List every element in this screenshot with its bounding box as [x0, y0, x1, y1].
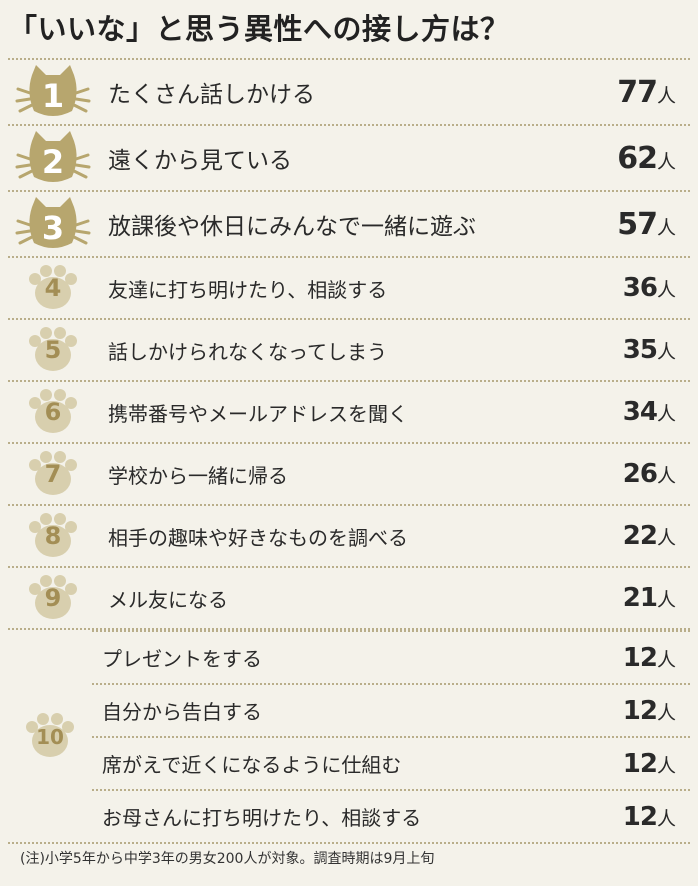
- count-unit: 人: [656, 648, 676, 671]
- count-unit: 人: [656, 403, 676, 425]
- svg-text:8: 8: [45, 522, 62, 550]
- count-number: 12: [622, 801, 658, 832]
- ranking-row-10: 自分から告白する 12人: [92, 683, 690, 736]
- cat-rank-icon: 1: [8, 60, 98, 124]
- count-unit: 人: [656, 754, 676, 777]
- count: 12人: [600, 696, 690, 726]
- ranking-row-5: 5 話しかけられなくなってしまう 35人: [8, 318, 690, 380]
- count-unit: 人: [656, 84, 676, 107]
- ranking-row-1: 1 たくさん話しかける 77人: [8, 58, 690, 124]
- count-unit: 人: [656, 701, 676, 724]
- count: 62人: [600, 141, 690, 176]
- count-number: 22: [622, 521, 658, 551]
- count: 21人: [600, 583, 690, 613]
- count: 35人: [600, 335, 690, 365]
- count-number: 62: [617, 140, 658, 176]
- cat-rank-icon: 2: [8, 126, 98, 190]
- ranking-list: 1 たくさん話しかける 77人 2 遠くから見ている 62人 3 放課後や休日にみん…: [0, 58, 698, 842]
- svg-text:6: 6: [45, 398, 62, 426]
- answer-label: たくさん話しかける: [108, 82, 315, 108]
- count-number: 36: [622, 273, 658, 303]
- svg-text:10: 10: [36, 725, 64, 749]
- ranking-row-3: 3 放課後や休日にみんなで一緒に遊ぶ 57人: [8, 190, 690, 256]
- count-unit: 人: [656, 150, 676, 173]
- answer-label: 遠くから見ている: [108, 148, 292, 174]
- ranking-row-7: 7 学校から一緒に帰る 26人: [8, 442, 690, 504]
- paw-rank-icon: 7: [8, 444, 98, 504]
- count: 57人: [600, 207, 690, 242]
- count-number: 12: [622, 642, 658, 673]
- svg-text:9: 9: [45, 584, 62, 612]
- ranking-row-2: 2 遠くから見ている 62人: [8, 124, 690, 190]
- count-number: 12: [622, 748, 658, 779]
- cat-rank-icon: 3: [8, 192, 98, 256]
- count-number: 26: [622, 459, 658, 489]
- answer-label: 自分から告白する: [102, 700, 262, 724]
- paw-rank-icon: 5: [8, 320, 98, 380]
- count: 26人: [600, 459, 690, 489]
- count-number: 21: [622, 583, 658, 613]
- count: 34人: [600, 397, 690, 427]
- answer-label: 放課後や休日にみんなで一緒に遊ぶ: [108, 214, 476, 240]
- paw-rank-icon: 8: [8, 506, 98, 566]
- answer-label: 友達に打ち明けたり、相談する: [108, 277, 388, 302]
- ranking-row-6: 6 携帯番号やメールアドレスを聞く 34人: [8, 380, 690, 442]
- paw-rank-icon: 9: [8, 568, 98, 628]
- count-number: 34: [622, 397, 658, 427]
- count-number: 57: [617, 206, 658, 242]
- count-unit: 人: [656, 465, 676, 487]
- ranking-row-8: 8 相手の趣味や好きなものを調べる 22人: [8, 504, 690, 566]
- count-unit: 人: [656, 589, 676, 611]
- ranking-row-10: 席がえで近くになるように仕組む 12人: [92, 736, 690, 789]
- ranking-row-9: 9 メル友になる 21人: [8, 566, 690, 628]
- svg-text:1: 1: [42, 77, 64, 115]
- answer-label: 話しかけられなくなってしまう: [108, 339, 387, 364]
- count-unit: 人: [656, 279, 676, 301]
- paw-rank-icon: 10: [8, 630, 92, 842]
- count: 36人: [600, 273, 690, 303]
- answer-label: 相手の趣味や好きなものを調べる: [108, 525, 408, 550]
- count: 77人: [600, 75, 690, 110]
- svg-text:5: 5: [45, 336, 62, 364]
- answer-label: 学校から一緒に帰る: [108, 463, 288, 488]
- count: 22人: [600, 521, 690, 551]
- count: 12人: [600, 643, 690, 673]
- count: 12人: [600, 749, 690, 779]
- svg-text:2: 2: [42, 143, 64, 181]
- ranking-row-10: プレゼントをする 12人: [92, 630, 690, 683]
- count-unit: 人: [656, 216, 676, 239]
- answer-label: プレゼントをする: [102, 647, 262, 671]
- paw-rank-icon: 6: [8, 382, 98, 442]
- ranking-row-4: 4 友達に打ち明けたり、相談する 36人: [8, 256, 690, 318]
- page-title: 「いいな」と思う異性への接し方は？: [8, 12, 510, 46]
- count-unit: 人: [656, 807, 676, 830]
- svg-text:7: 7: [45, 460, 62, 488]
- count-unit: 人: [656, 527, 676, 549]
- ranking-row-10: お母さんに打ち明けたり、相談する 12人: [92, 789, 690, 842]
- svg-text:3: 3: [42, 209, 64, 247]
- paw-rank-icon: 4: [8, 258, 98, 318]
- count-number: 77: [617, 74, 658, 110]
- answer-label: 席がえで近くになるように仕組む: [102, 753, 402, 777]
- svg-text:4: 4: [45, 274, 62, 302]
- count-number: 35: [622, 335, 658, 365]
- answer-label: メル友になる: [108, 587, 228, 612]
- answer-label: 携帯番号やメールアドレスを聞く: [108, 401, 408, 426]
- count-unit: 人: [656, 341, 676, 363]
- footnote: (注)小学5年から中学3年の男女200人が対象。調査時期は9月上旬: [8, 842, 690, 868]
- count-number: 12: [622, 695, 658, 726]
- count: 12人: [600, 802, 690, 832]
- ranking-group-10: 10 プレゼントをする 12人 自分から告白する 12人 席がえで近くになるように仕…: [8, 628, 690, 842]
- answer-label: お母さんに打ち明けたり、相談する: [102, 806, 422, 830]
